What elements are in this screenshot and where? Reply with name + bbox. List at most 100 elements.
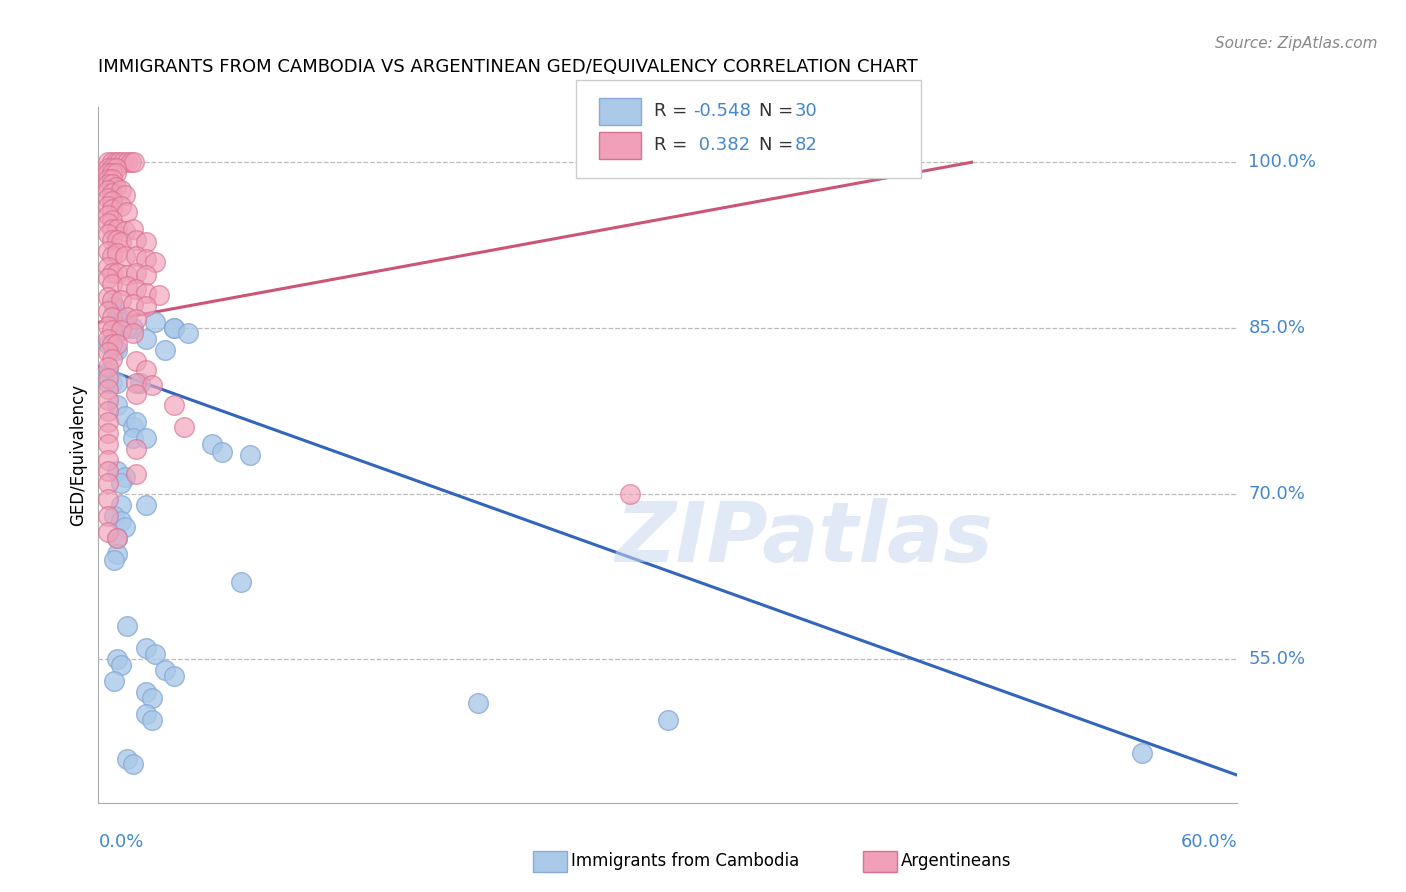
Point bbox=[110, 657, 132, 672]
Point bbox=[100, 249, 122, 263]
Text: -0.548: -0.548 bbox=[693, 103, 751, 120]
Point bbox=[115, 310, 138, 324]
Point bbox=[110, 293, 132, 308]
Point bbox=[121, 221, 143, 235]
Point bbox=[97, 425, 120, 440]
Text: 82: 82 bbox=[794, 136, 817, 154]
Point bbox=[103, 508, 125, 523]
Point bbox=[97, 337, 120, 351]
Point bbox=[125, 282, 148, 296]
Point bbox=[107, 531, 129, 545]
Point bbox=[97, 453, 120, 467]
Point bbox=[201, 437, 224, 451]
Point bbox=[121, 420, 143, 434]
Point bbox=[97, 260, 120, 275]
Point bbox=[153, 663, 176, 677]
Point bbox=[97, 525, 120, 540]
Point bbox=[110, 514, 132, 528]
Point bbox=[135, 235, 157, 249]
Point bbox=[135, 268, 157, 282]
Y-axis label: GED/Equivalency: GED/Equivalency bbox=[69, 384, 87, 526]
Point bbox=[107, 398, 129, 412]
Point bbox=[115, 205, 138, 219]
Point bbox=[141, 690, 163, 705]
Point bbox=[97, 376, 120, 391]
Point bbox=[107, 221, 129, 235]
Point bbox=[125, 312, 148, 326]
Point bbox=[114, 188, 136, 202]
Point bbox=[125, 354, 148, 368]
Point bbox=[100, 212, 122, 227]
Point bbox=[125, 376, 148, 391]
Point bbox=[97, 178, 120, 192]
Point bbox=[100, 293, 122, 308]
Point bbox=[135, 332, 157, 346]
Point bbox=[97, 171, 120, 186]
Text: 100.0%: 100.0% bbox=[1249, 153, 1316, 171]
Point bbox=[135, 707, 157, 722]
Point bbox=[107, 376, 129, 391]
Point bbox=[145, 254, 167, 268]
Point bbox=[125, 266, 148, 280]
Point bbox=[100, 202, 122, 216]
Point bbox=[107, 310, 129, 324]
Text: IMMIGRANTS FROM CAMBODIA VS ARGENTINEAN GED/EQUIVALENCY CORRELATION CHART: IMMIGRANTS FROM CAMBODIA VS ARGENTINEAN … bbox=[98, 58, 918, 76]
Point bbox=[97, 437, 120, 451]
Text: Argentineans: Argentineans bbox=[901, 852, 1012, 870]
Point bbox=[97, 365, 120, 379]
Point bbox=[107, 343, 129, 357]
Point bbox=[97, 208, 120, 222]
Point bbox=[114, 519, 136, 533]
Point bbox=[163, 321, 186, 335]
Point bbox=[100, 266, 122, 280]
Text: 0.0%: 0.0% bbox=[98, 833, 143, 851]
Point bbox=[97, 465, 120, 479]
Point bbox=[97, 183, 120, 197]
Point bbox=[115, 155, 138, 169]
Point bbox=[97, 155, 120, 169]
Point bbox=[97, 216, 120, 230]
Point bbox=[135, 641, 157, 656]
Point bbox=[104, 161, 127, 175]
Point bbox=[97, 415, 120, 429]
Point bbox=[129, 376, 152, 391]
Text: 30: 30 bbox=[794, 103, 817, 120]
Point bbox=[115, 268, 138, 282]
Point bbox=[125, 442, 148, 457]
Point bbox=[103, 343, 125, 357]
Point bbox=[135, 299, 157, 313]
Text: R =: R = bbox=[654, 103, 693, 120]
Text: 55.0%: 55.0% bbox=[1249, 650, 1306, 668]
Point bbox=[121, 296, 143, 310]
Point bbox=[110, 235, 132, 249]
Point bbox=[103, 674, 125, 689]
Point bbox=[100, 178, 122, 192]
Point bbox=[104, 166, 127, 180]
Point bbox=[103, 553, 125, 567]
Point bbox=[104, 155, 127, 169]
Point bbox=[120, 155, 142, 169]
Point bbox=[115, 751, 138, 765]
Point bbox=[97, 271, 120, 285]
Point bbox=[135, 285, 157, 300]
Point bbox=[121, 326, 143, 341]
Point bbox=[467, 697, 489, 711]
Point bbox=[163, 669, 186, 683]
Point bbox=[107, 337, 129, 351]
Point bbox=[100, 233, 122, 247]
Point bbox=[103, 299, 125, 313]
Point bbox=[107, 531, 129, 545]
Point bbox=[121, 431, 143, 445]
Point bbox=[107, 245, 129, 260]
Point bbox=[107, 266, 129, 280]
Point bbox=[124, 155, 146, 169]
Point bbox=[141, 378, 163, 392]
Point bbox=[148, 287, 170, 301]
Point bbox=[125, 415, 148, 429]
Point bbox=[97, 318, 120, 333]
Point bbox=[125, 467, 148, 481]
Point bbox=[107, 233, 129, 247]
Text: 85.0%: 85.0% bbox=[1249, 319, 1305, 337]
Point bbox=[100, 323, 122, 337]
Text: 0.382: 0.382 bbox=[693, 136, 751, 154]
